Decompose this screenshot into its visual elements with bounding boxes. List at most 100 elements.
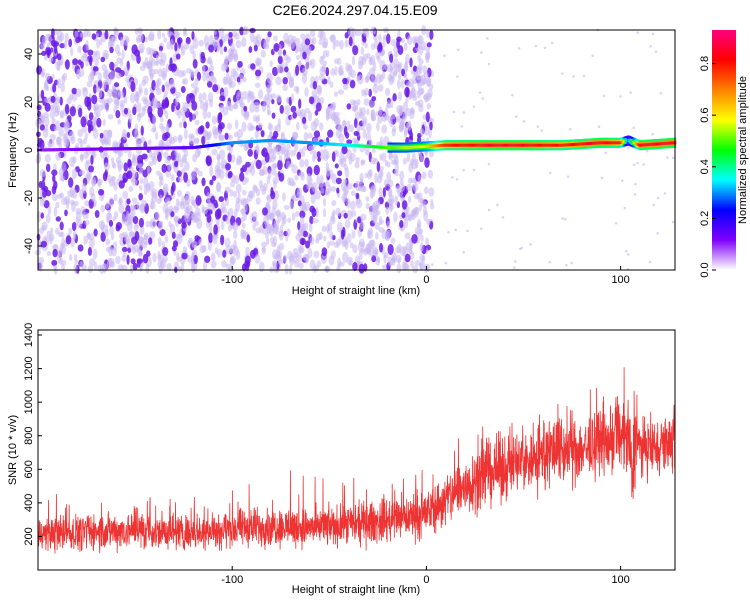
snr-ytick-label: 800 xyxy=(23,427,35,445)
spectrogram-noise-cell xyxy=(329,34,336,42)
spectrogram-noise-cell xyxy=(310,193,316,205)
chart-title: C2E6.2024.297.04.15.E09 xyxy=(272,2,437,18)
spectrogram-noise-cell xyxy=(164,214,169,221)
spectrogram-noise-cell xyxy=(318,181,324,188)
spectrogram-noise-cell xyxy=(386,171,392,182)
spectrogram-noise-cell xyxy=(183,43,190,50)
spectrogram-noise-cell xyxy=(209,34,214,43)
spectrogram-noise-cell xyxy=(89,57,93,67)
spectrogram-noise-cell xyxy=(58,247,63,257)
spectrogram-noise-cell xyxy=(270,187,274,196)
spectrogram-noise-cell xyxy=(126,132,131,139)
spectrogram-noise-cell xyxy=(46,250,52,257)
spectrogram-noise-cell xyxy=(145,220,150,228)
spectrogram-noise-cell xyxy=(53,125,58,132)
spectrogram-noise-cell xyxy=(46,42,50,48)
spectrogram-noise-cell xyxy=(51,117,56,125)
spectrogram-noise-cell xyxy=(249,249,257,259)
spectrogram-noise-cell xyxy=(379,219,384,225)
spectrogram-noise-cell xyxy=(186,93,191,104)
spectrogram-noise-cell xyxy=(181,78,186,85)
spectrogram-noise-cell xyxy=(389,120,394,128)
spectrogram-noise-cell xyxy=(312,218,319,224)
spectrogram-noise-cell xyxy=(222,249,227,258)
spectrogram-noise-cell xyxy=(44,102,51,112)
spectrogram-noise-cell xyxy=(39,139,45,150)
spectrogram-noise-cell xyxy=(163,151,169,159)
spectrogram-noise-cell xyxy=(121,246,128,253)
spectrogram-noise-cell xyxy=(374,222,381,230)
spectrogram-noise-cell xyxy=(294,37,301,48)
spectrogram-noise-cell xyxy=(306,132,313,139)
spectrogram-noise-cell xyxy=(540,129,544,132)
spectrogram-noise-cell xyxy=(301,238,305,246)
spectrogram-noise-cell xyxy=(427,169,433,179)
spectrogram-noise-cell xyxy=(115,72,122,80)
spectrogram-noise-cell xyxy=(189,44,195,55)
spectrogram-noise-cell xyxy=(208,232,213,244)
spectrogram-noise-cell xyxy=(96,104,104,112)
spectrogram-noise-cell xyxy=(68,38,73,48)
spectrogram-noise-cell xyxy=(91,33,97,40)
spectrogram-noise-cell xyxy=(352,104,358,113)
spectrogram-noise-cell xyxy=(266,144,273,155)
colorbar-tick-label: 0.8 xyxy=(699,56,711,71)
spectrogram-noise-cell xyxy=(239,26,245,36)
spectrogram-noise-cell xyxy=(174,31,181,38)
spectrogram-noise-cell xyxy=(227,208,234,218)
spectrogram-noise-cell xyxy=(397,61,403,69)
spectrogram-noise-cell xyxy=(151,97,158,108)
spectrogram-noise-cell xyxy=(480,227,483,231)
spectrogram-noise-cell xyxy=(87,264,94,273)
spectrogram-noise-cell xyxy=(364,150,370,156)
spectrogram-noise-cell xyxy=(418,198,425,204)
spectrogram-noise-cell xyxy=(243,110,250,121)
spectrogram-noise-cell xyxy=(365,243,372,253)
spectrogram-noise-cell xyxy=(55,152,62,161)
spectrogram-noise-cell xyxy=(237,192,241,204)
spectrogram-noise-cell xyxy=(99,264,104,275)
spectrogram-noise-cell xyxy=(171,231,176,240)
spectrogram-noise-cell xyxy=(379,165,384,172)
spectrogram-noise-cell xyxy=(309,30,316,38)
spectrogram-noise-cell xyxy=(287,217,292,223)
spectrogram-noise-cell xyxy=(406,183,413,192)
spectrogram-noise-cell xyxy=(496,203,499,207)
spectrogram-noise-cell xyxy=(109,61,115,71)
spectrogram-noise-cell xyxy=(252,222,256,231)
spectrogram-noise-cell xyxy=(119,36,124,47)
spectrogram-noise-cell xyxy=(277,259,284,265)
spectrogram-noise-cell xyxy=(487,62,491,66)
spectrogram-noise-cell xyxy=(188,113,193,122)
spectrogram-noise-cell xyxy=(466,229,469,233)
spectrogram-noise-cell xyxy=(368,67,376,79)
spectrogram-noise-cell xyxy=(275,94,282,103)
spectrogram-noise-cell xyxy=(217,153,221,162)
spectrogram-noise-cell xyxy=(381,152,387,162)
spectrogram-noise-cell xyxy=(118,173,123,182)
spectrogram-noise-cell xyxy=(176,234,183,245)
spectrogram-noise-cell xyxy=(188,237,194,245)
spectrogram-noise-cell xyxy=(294,260,300,268)
spectrogram-noise-cell xyxy=(61,74,66,85)
spectrogram-noise-cell xyxy=(161,67,167,79)
spectrogram-noise-cell xyxy=(343,212,348,219)
spectrogram-noise-cell xyxy=(80,205,86,216)
spectrogram-noise-cell xyxy=(362,36,367,43)
spectrogram-noise-cell xyxy=(302,145,308,152)
spectrogram-noise-cell xyxy=(93,106,98,115)
spectrogram-noise-cell xyxy=(221,260,228,268)
spectrogram-noise-cell xyxy=(390,257,396,266)
spectrogram-noise-cell xyxy=(70,237,75,248)
spectrogram-noise-cell xyxy=(426,218,431,226)
spectrogram-noise-cell xyxy=(118,196,123,205)
spectrogram-noise-cell xyxy=(358,250,363,260)
spectrogram-noise-cell xyxy=(355,198,363,209)
spectrogram-noise-cell xyxy=(287,34,294,46)
spectrogram-noise-cell xyxy=(418,58,424,65)
spectrogram-noise-cell xyxy=(602,94,606,98)
spectrogram-noise-cell xyxy=(181,50,185,56)
spectrogram-noise-cell xyxy=(84,219,90,226)
spectrogram-noise-cell xyxy=(39,169,47,178)
